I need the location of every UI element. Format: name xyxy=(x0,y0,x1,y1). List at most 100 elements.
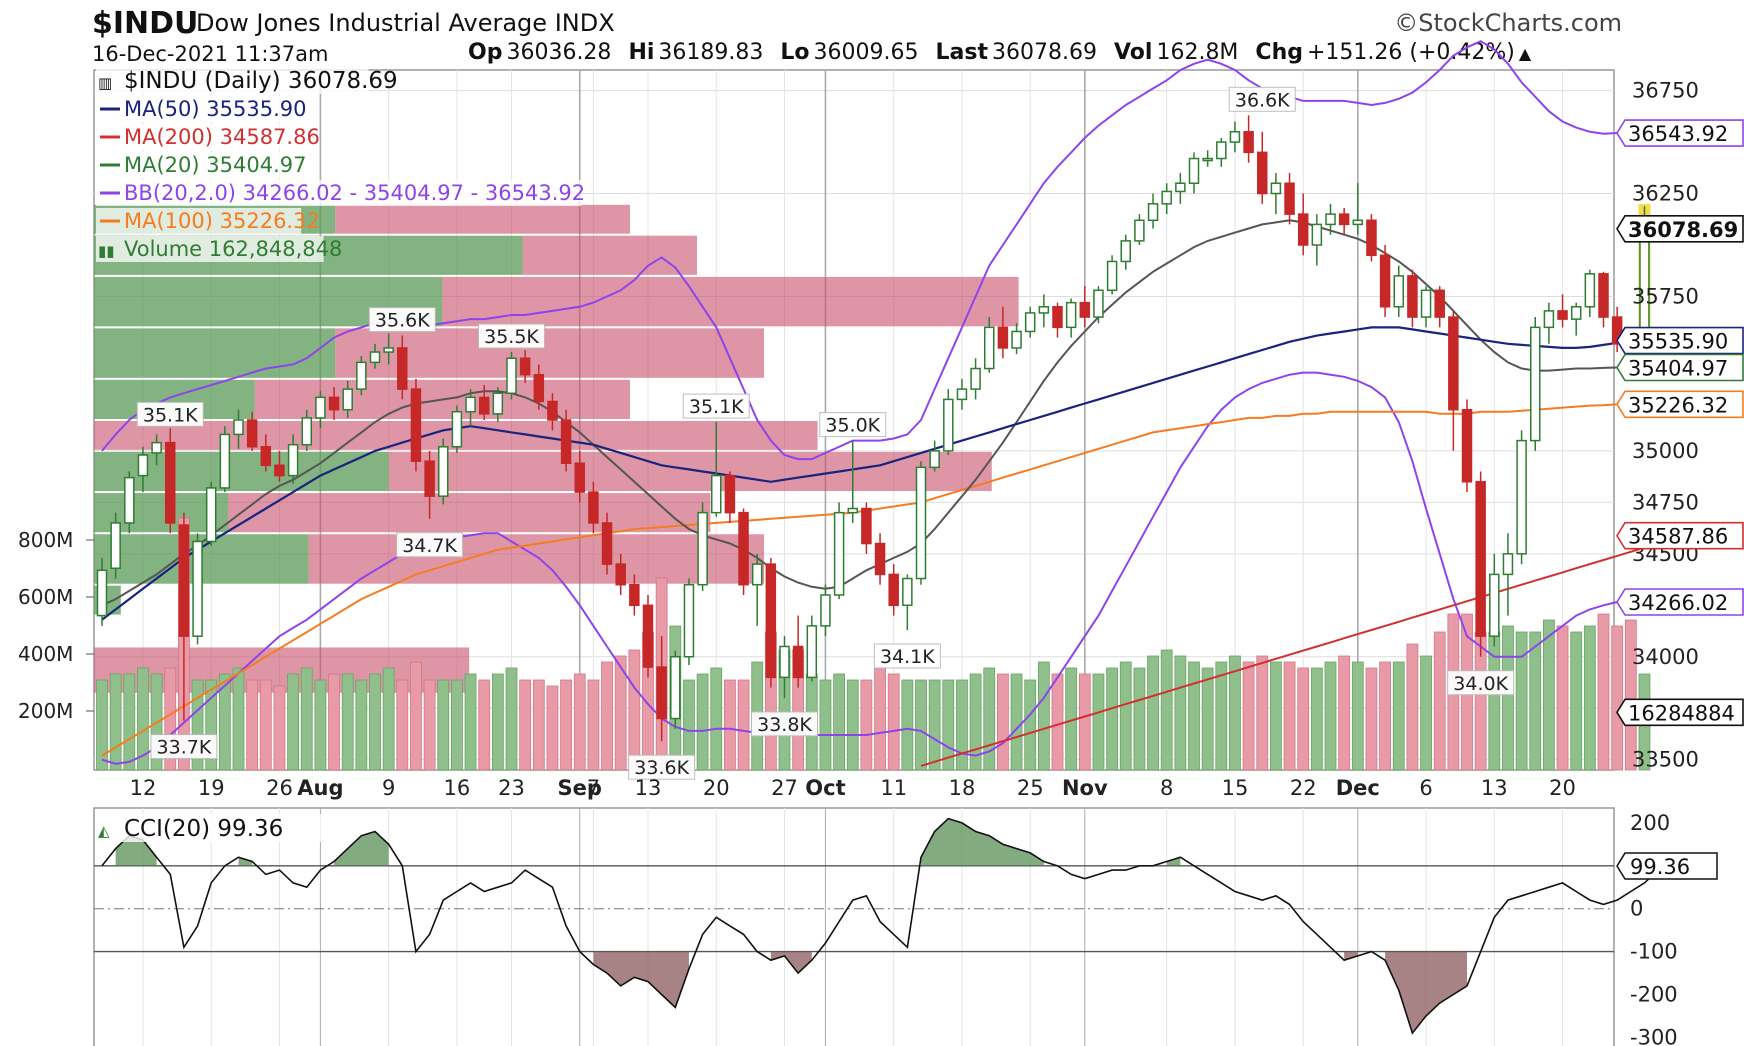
y-tick-label: 35000 xyxy=(1632,439,1699,463)
value-tag-box xyxy=(1616,698,1744,727)
price-annotation: 36.6K xyxy=(1235,89,1290,111)
volume-bar xyxy=(437,679,450,771)
price-annotations: 36.6K 35.6K 35.5K 35.1K 35.1K 35.0K 34.7K 34.1K… xyxy=(136,86,1515,780)
volume-bar xyxy=(724,679,736,771)
last-label: Last xyxy=(935,40,988,65)
volume-bar xyxy=(1188,661,1200,771)
volume-bar xyxy=(1270,661,1282,771)
value-tag-box xyxy=(1616,588,1744,616)
price-annotation: 33.6K xyxy=(634,757,689,779)
volume-bar xyxy=(410,661,422,771)
volume-bar xyxy=(1297,667,1310,771)
volume-bar xyxy=(109,673,122,771)
candle-up xyxy=(1134,219,1145,242)
volume-bar xyxy=(1037,661,1050,771)
candle-down xyxy=(165,441,176,524)
candle-up xyxy=(1270,182,1282,195)
candle-up xyxy=(342,388,353,411)
chg-label: Chg xyxy=(1255,40,1303,65)
candle-down xyxy=(588,491,599,524)
candle-up xyxy=(1038,306,1050,314)
x-tick-label: 13 xyxy=(635,776,662,800)
volume-bar xyxy=(1502,625,1514,771)
volume-bar xyxy=(573,673,586,771)
volume-bar xyxy=(1119,661,1132,771)
volume-bar xyxy=(1529,631,1542,771)
volume-bar xyxy=(1106,667,1118,771)
x-tick-label: 7 xyxy=(587,776,600,800)
volume-bar xyxy=(1010,673,1023,771)
candle-up xyxy=(915,466,927,580)
x-tick-label: 26 xyxy=(266,776,293,800)
candle-up xyxy=(369,351,381,364)
value-tag-box xyxy=(1616,353,1744,382)
candle-down xyxy=(1297,213,1309,246)
exchange: INDX xyxy=(554,9,615,37)
candle-down xyxy=(519,357,531,376)
candle-down xyxy=(410,388,422,462)
volume-bar xyxy=(587,679,600,771)
volume-bar xyxy=(505,667,518,771)
brand-watermark[interactable]: ©StockCharts.com xyxy=(1394,9,1622,37)
value-tag-box xyxy=(1616,390,1744,419)
candle-up xyxy=(301,417,312,446)
volume-bar xyxy=(1597,613,1610,771)
volume-bar xyxy=(382,667,395,771)
volume-bar xyxy=(1133,667,1146,771)
volume-tick-label: 800M xyxy=(18,528,73,552)
candle-up xyxy=(192,540,203,637)
candle-up xyxy=(847,507,858,514)
candle-up xyxy=(124,476,135,524)
annotation-box xyxy=(873,643,941,669)
volume-bar xyxy=(1092,673,1105,771)
legend-backdrop xyxy=(96,68,369,94)
x-tick-label: 23 xyxy=(498,776,525,800)
cci-shaded-area xyxy=(238,857,253,866)
cci-value-tag-box xyxy=(1616,852,1718,880)
cci-tick-label: -300 xyxy=(1630,1025,1678,1046)
candle-down xyxy=(424,460,435,497)
quote-datetime: 16-Dec-2021 11:37am xyxy=(92,42,329,66)
y-tick-label: 34000 xyxy=(1632,645,1699,669)
candle-down xyxy=(1338,213,1350,226)
cci-legend-backdrop xyxy=(96,814,336,842)
y-tick-label: 36750 xyxy=(1632,79,1699,103)
x-tick-label: 16 xyxy=(444,776,471,800)
volume-bar xyxy=(205,679,218,771)
candle-up xyxy=(929,450,940,469)
value-tag: 35226.32 xyxy=(1628,393,1728,417)
cci-tick-label: 0 xyxy=(1630,897,1643,921)
value-tag-box xyxy=(1616,326,1744,355)
candle-up xyxy=(1516,439,1527,555)
x-tick-label: 9 xyxy=(382,776,395,800)
candle-up xyxy=(438,446,449,497)
candle-up xyxy=(1570,306,1582,320)
value-tag: 36078.69 xyxy=(1628,218,1738,242)
axes: 3675036250357503500034750345003400033750… xyxy=(18,79,1744,800)
quote-bar: Op 36036.28 Hi 36189.83 Lo 36009.65 Last 360… xyxy=(458,40,1531,65)
candle-up xyxy=(506,357,517,394)
candle-down xyxy=(260,446,272,467)
value-tag-box xyxy=(1616,214,1744,243)
volume-bar xyxy=(1379,661,1391,771)
value-tag: 34587.86 xyxy=(1628,525,1728,549)
volume-bar xyxy=(874,667,886,771)
volume-bar xyxy=(860,679,873,771)
candle-down xyxy=(1475,481,1486,637)
volume-bar xyxy=(928,679,941,771)
candle-up xyxy=(1011,330,1022,349)
volume-bar xyxy=(1147,655,1159,771)
candle-up xyxy=(1120,240,1131,263)
volume-bar xyxy=(491,673,504,771)
candle-up xyxy=(1065,301,1077,329)
candle-up xyxy=(451,411,463,448)
ma100-line xyxy=(101,403,1618,757)
volume-bar xyxy=(1174,655,1187,771)
volume-bar xyxy=(246,679,259,771)
price-annotation: 34.7K xyxy=(402,535,457,557)
annotation-box xyxy=(150,734,218,760)
volume-bar xyxy=(1242,661,1255,771)
volume-bar xyxy=(369,673,381,771)
